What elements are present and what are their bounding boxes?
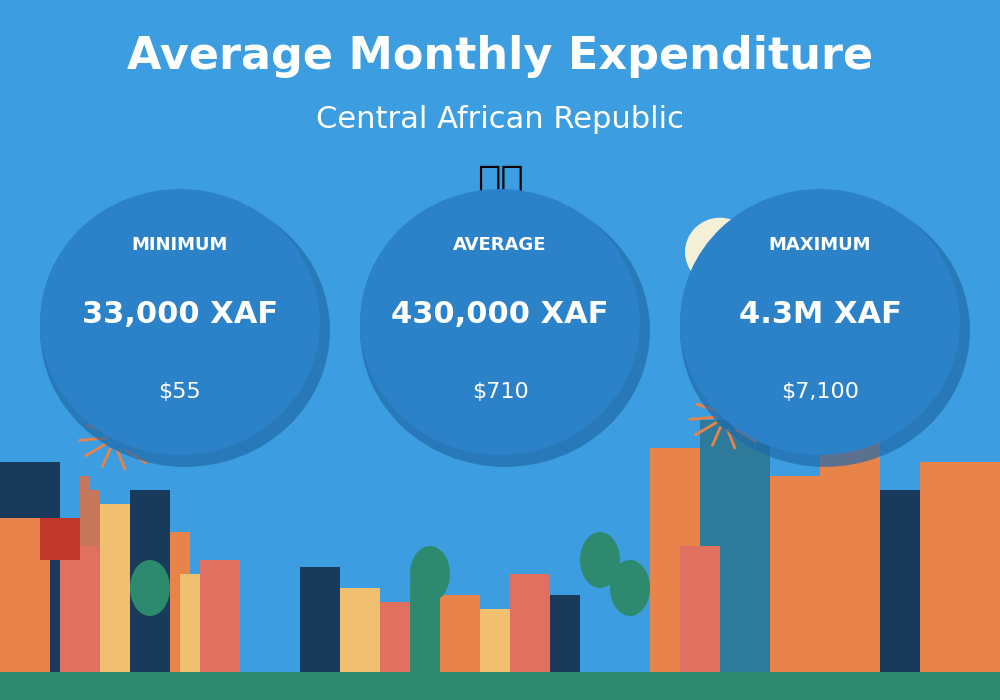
Bar — [770, 476, 820, 672]
Ellipse shape — [155, 232, 225, 300]
Bar — [510, 574, 550, 672]
Bar — [130, 490, 170, 672]
Text: $55: $55 — [159, 382, 201, 402]
Bar — [0, 462, 60, 672]
Bar — [880, 490, 920, 672]
Text: MAXIMUM: MAXIMUM — [769, 236, 871, 254]
Text: 33,000 XAF: 33,000 XAF — [82, 300, 278, 330]
Bar — [410, 581, 440, 672]
Text: 4.3M XAF: 4.3M XAF — [739, 300, 901, 330]
Ellipse shape — [165, 260, 235, 328]
Ellipse shape — [185, 246, 255, 314]
Bar — [180, 574, 210, 672]
Ellipse shape — [715, 232, 785, 300]
Bar — [300, 567, 340, 672]
Bar — [340, 588, 380, 672]
Text: $7,100: $7,100 — [781, 382, 859, 402]
Text: Central African Republic: Central African Republic — [316, 104, 684, 134]
Ellipse shape — [680, 189, 960, 455]
Ellipse shape — [745, 239, 815, 307]
Bar — [650, 448, 700, 672]
Ellipse shape — [40, 189, 320, 455]
Ellipse shape — [130, 560, 170, 616]
Ellipse shape — [610, 560, 650, 616]
Text: 430,000 XAF: 430,000 XAF — [391, 300, 609, 330]
Ellipse shape — [205, 232, 275, 300]
Ellipse shape — [40, 194, 330, 467]
Bar — [0, 518, 50, 672]
Bar — [40, 518, 80, 560]
Ellipse shape — [680, 194, 970, 467]
Bar — [480, 609, 510, 672]
Bar — [100, 504, 140, 672]
Bar — [440, 595, 480, 672]
Ellipse shape — [360, 194, 650, 467]
Text: AVERAGE: AVERAGE — [453, 236, 547, 254]
Ellipse shape — [580, 532, 620, 588]
Bar — [60, 546, 100, 672]
Ellipse shape — [685, 218, 755, 286]
Bar — [140, 532, 190, 672]
Bar — [550, 595, 580, 672]
Text: Average Monthly Expenditure: Average Monthly Expenditure — [127, 34, 873, 78]
Bar — [80, 476, 90, 546]
Bar — [200, 560, 240, 672]
FancyBboxPatch shape — [0, 672, 1000, 700]
Bar — [380, 602, 410, 672]
Text: MINIMUM: MINIMUM — [132, 236, 228, 254]
Ellipse shape — [360, 189, 640, 455]
Ellipse shape — [735, 218, 805, 286]
Ellipse shape — [215, 253, 285, 321]
Bar — [90, 490, 100, 546]
Bar — [920, 462, 1000, 672]
Text: $710: $710 — [472, 382, 528, 402]
Ellipse shape — [695, 246, 765, 314]
Bar — [680, 546, 720, 672]
Bar — [820, 434, 880, 672]
Ellipse shape — [410, 546, 450, 602]
Bar — [700, 420, 770, 672]
Text: 🇨🇫: 🇨🇫 — [477, 163, 523, 201]
